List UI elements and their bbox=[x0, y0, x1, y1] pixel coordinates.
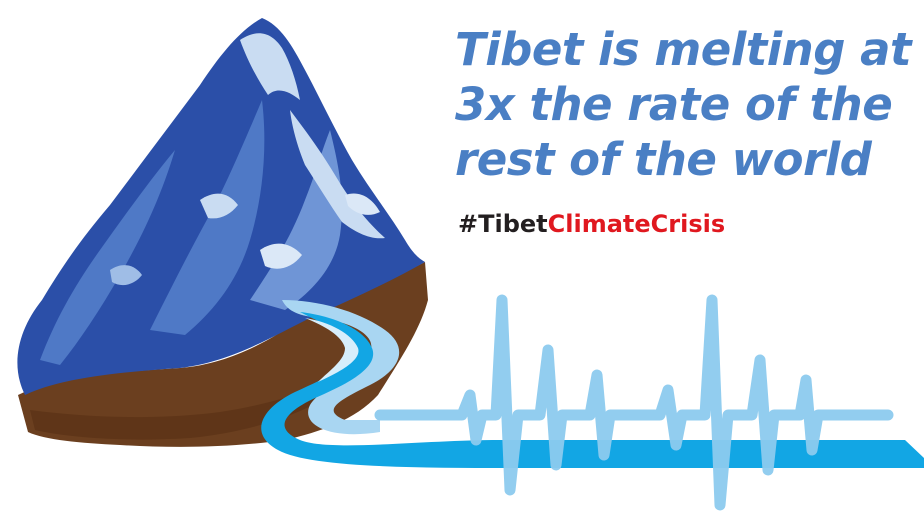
hashtag-prefix: #Tibet bbox=[458, 210, 548, 238]
headline: Tibet is melting at 3x the rate of the r… bbox=[455, 22, 920, 187]
snow-patch-2 bbox=[260, 243, 302, 269]
river-main bbox=[261, 312, 924, 468]
snow-patch-4 bbox=[345, 193, 380, 215]
snow-ridge bbox=[290, 110, 385, 239]
hashtag-suffix: ClimateCrisis bbox=[547, 210, 726, 238]
heartbeat-pulse-line bbox=[374, 294, 894, 511]
river-light bbox=[282, 300, 400, 435]
river-highlight bbox=[305, 318, 359, 382]
mountain-facet-center bbox=[150, 100, 265, 335]
snow-patch-1 bbox=[200, 193, 238, 219]
headline-line-2: 3x the rate of the bbox=[455, 78, 893, 131]
snow-patch-3 bbox=[110, 265, 142, 286]
mountain-facet-left bbox=[40, 150, 175, 365]
headline-line-3: rest of the world bbox=[455, 133, 872, 186]
earth-shade bbox=[30, 380, 330, 440]
snow-peak bbox=[240, 33, 300, 100]
headline-line-1: Tibet is melting at bbox=[455, 23, 911, 76]
hashtag: #TibetClimateCrisis bbox=[458, 209, 725, 239]
